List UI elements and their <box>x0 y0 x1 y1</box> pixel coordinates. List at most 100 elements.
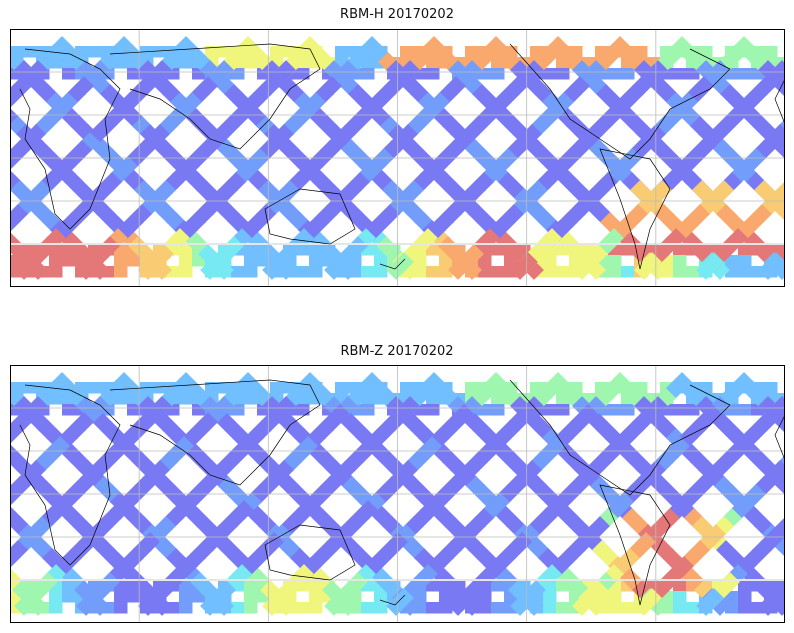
data-cell <box>114 57 128 69</box>
data-cell <box>231 266 245 278</box>
coastline <box>379 258 406 270</box>
data-cell <box>517 580 531 592</box>
data-cell <box>400 382 414 394</box>
data-cell <box>738 266 752 278</box>
data-cell <box>556 404 570 416</box>
data-cell <box>673 244 687 256</box>
data-cell <box>426 266 440 278</box>
data-cell <box>192 255 206 267</box>
swath-segment <box>138 588 166 616</box>
swath-segment <box>138 252 166 280</box>
data-cell <box>556 244 570 256</box>
data-cell <box>114 591 128 603</box>
data-cell <box>179 580 193 592</box>
data-cell <box>361 68 375 80</box>
data-cell <box>296 404 310 416</box>
data-cell <box>725 404 739 416</box>
data-cell <box>62 57 76 69</box>
data-cell <box>166 602 180 614</box>
data-cell <box>114 266 128 278</box>
data-cell <box>621 404 635 416</box>
data-cell <box>426 57 440 69</box>
data-cell <box>439 255 453 267</box>
coastline <box>264 188 356 245</box>
data-cell <box>166 404 180 416</box>
data-cell <box>75 382 89 394</box>
swath-segment <box>262 588 290 616</box>
data-cell <box>62 580 76 592</box>
data-cell <box>491 602 505 614</box>
data-cell <box>543 266 557 278</box>
data-cell <box>491 266 505 278</box>
data-cell <box>127 255 141 267</box>
data-cell <box>413 266 427 278</box>
data-cell <box>49 591 63 603</box>
data-cell <box>244 57 258 69</box>
data-cell <box>361 404 375 416</box>
swath-layer <box>10 372 785 616</box>
swath-segment <box>200 588 228 616</box>
data-cell <box>49 57 63 69</box>
data-cell <box>166 266 180 278</box>
data-cell <box>10 68 24 80</box>
data-cell <box>10 591 24 603</box>
data-cell <box>517 244 531 256</box>
data-cell <box>179 266 193 278</box>
data-cell <box>504 255 518 267</box>
map-frame <box>10 365 785 623</box>
data-cell <box>166 68 180 80</box>
data-cell <box>179 255 193 267</box>
map-title-rbm-z: RBM-Z 20170202 <box>340 344 454 359</box>
data-cell <box>244 591 258 603</box>
data-cell <box>231 68 245 80</box>
data-cell <box>309 580 323 592</box>
map-frame <box>10 29 785 287</box>
data-cell <box>309 244 323 256</box>
data-cell <box>49 602 63 614</box>
data-cell <box>153 46 167 58</box>
data-cell <box>556 393 570 405</box>
data-cell <box>634 382 648 394</box>
coastline <box>379 594 406 606</box>
swath-segment <box>10 84 24 108</box>
data-cell <box>517 57 531 69</box>
data-cell <box>569 46 583 58</box>
data-cell <box>543 602 557 614</box>
data-cell <box>244 244 258 256</box>
data-cell <box>283 382 297 394</box>
data-cell <box>647 244 661 256</box>
data-cell <box>231 404 245 416</box>
coastline <box>599 484 671 606</box>
data-cell <box>764 46 778 58</box>
data-cell <box>764 382 778 394</box>
data-cell <box>49 244 63 256</box>
data-cell <box>322 591 336 603</box>
data-cell <box>426 602 440 614</box>
data-cell <box>127 591 141 603</box>
data-cell <box>49 393 63 405</box>
data-cell <box>348 382 362 394</box>
data-cell <box>10 404 24 416</box>
data-cell <box>738 255 752 267</box>
data-cell <box>608 244 622 256</box>
data-cell <box>543 68 557 80</box>
data-cell <box>75 46 89 58</box>
coastline <box>509 43 731 160</box>
data-cell <box>244 266 258 278</box>
data-cell <box>738 244 752 256</box>
data-cell <box>595 46 609 58</box>
swath-segment <box>262 252 290 280</box>
data-cell <box>62 244 76 256</box>
swath-segment <box>758 252 785 280</box>
data-cell <box>426 393 440 405</box>
data-cell <box>608 580 622 592</box>
data-cell <box>478 591 492 603</box>
data-cell <box>478 255 492 267</box>
data-cell <box>751 68 765 80</box>
data-cell <box>660 266 674 278</box>
coastline <box>774 78 785 125</box>
data-cell <box>179 602 193 614</box>
map-title-rbm-h: RBM-H 20170202 <box>340 7 454 22</box>
swath-segment <box>448 252 476 280</box>
data-cell <box>647 57 661 69</box>
